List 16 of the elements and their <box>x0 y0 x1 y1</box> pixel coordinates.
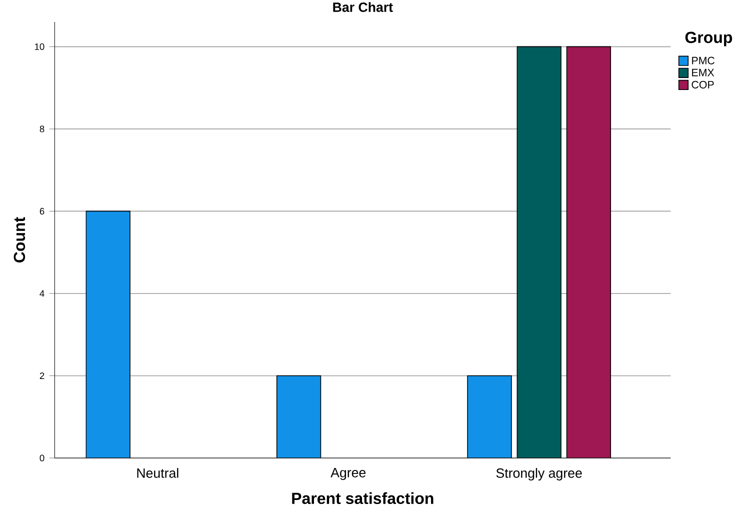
y-tick-label: 0 <box>40 454 44 462</box>
legend-title: Group <box>685 32 732 46</box>
x-tick-label: Agree <box>330 468 366 480</box>
y-tick-label: 6 <box>40 208 44 215</box>
y-tick-label: 2 <box>40 372 44 379</box>
y-tick-label: 10 <box>34 43 44 50</box>
x-tick-label: Neutral <box>137 468 178 478</box>
x-axis-title: Parent satisfaction <box>292 492 434 504</box>
y-tick-label: 4 <box>40 290 44 297</box>
x-tick-label: Strongly agree <box>496 468 582 480</box>
legend-label: EMX <box>692 68 714 76</box>
chart-title: Bar Chart <box>333 2 393 12</box>
legend-label: COP <box>692 80 714 88</box>
y-axis-title: Count <box>14 217 26 262</box>
legend-label: PMC <box>692 56 715 64</box>
y-tick-label: 8 <box>40 126 44 132</box>
